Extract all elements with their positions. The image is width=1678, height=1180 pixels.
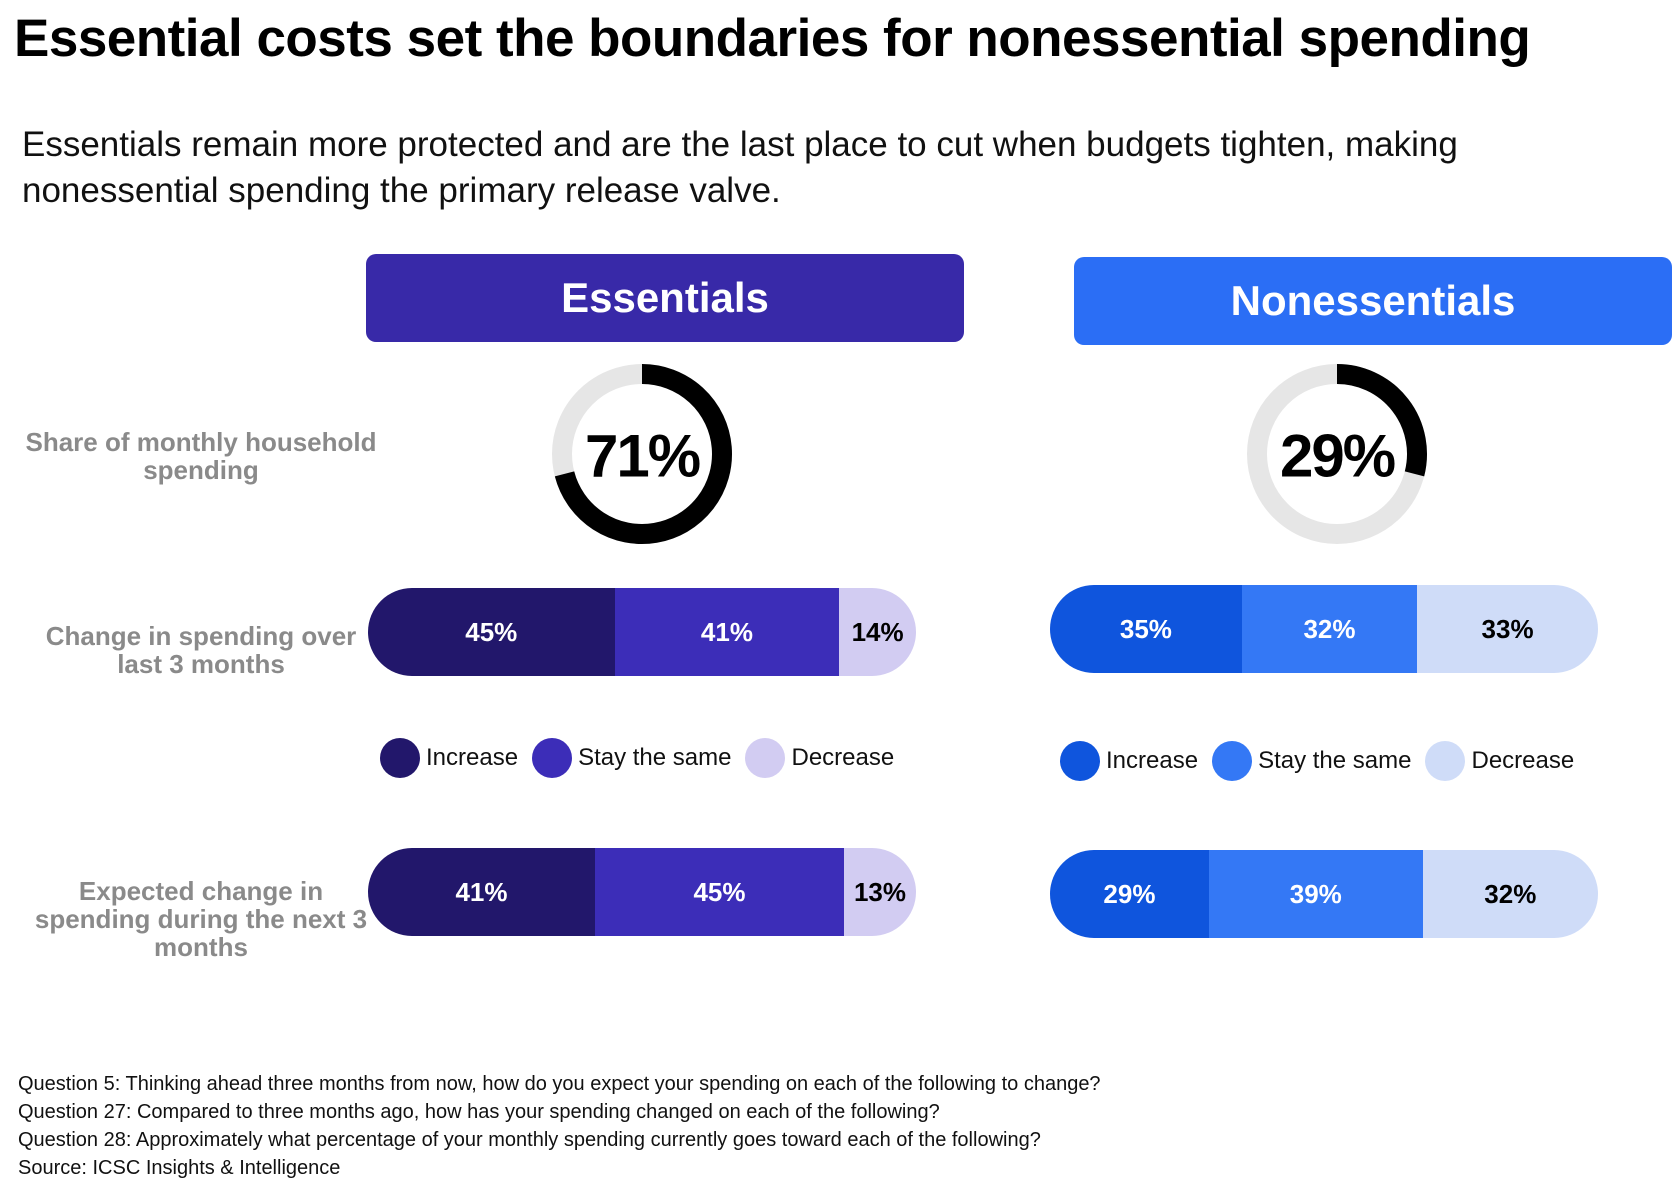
page-title: Essential costs set the boundaries for n… <box>14 9 1531 68</box>
row-label-next-3-months: Expected change in spending during the n… <box>34 876 368 962</box>
bar-segment-stay-the-same: 32% <box>1241 585 1418 673</box>
essentials-legend: Increase Stay the same Decrease <box>380 738 908 778</box>
nonessentials-last-3-months-bar: 35% 32% 33% <box>1050 585 1598 673</box>
legend-swatch <box>380 738 420 778</box>
legend-swatch <box>1060 741 1100 781</box>
bar-segment-increase: 29% <box>1050 850 1209 938</box>
donut-value-label: 71% <box>585 423 700 490</box>
footnote-line: Question 28: Approximately what percenta… <box>18 1129 1041 1151</box>
bar-segment-stay-the-same: 45% <box>594 848 845 936</box>
legend-item-stay-the-same: Stay the same <box>532 738 731 778</box>
row-label-share: Share of monthly household spending <box>25 427 377 485</box>
legend-item-decrease: Decrease <box>745 738 894 778</box>
legend-swatch <box>1425 741 1466 781</box>
legend-swatch <box>532 738 573 778</box>
legend-label: Increase <box>426 744 519 771</box>
bar-segment-stay-the-same: 41% <box>614 588 840 676</box>
footnotes: Question 5: Thinking ahead three months … <box>18 1070 1101 1180</box>
legend-item-increase: Increase <box>1060 741 1198 781</box>
legend-label: Increase <box>1106 747 1199 774</box>
bar-segment-decrease: 32% <box>1422 850 1598 938</box>
essentials-share-donut: 71% <box>552 364 732 544</box>
donut-value-label: 29% <box>1280 423 1395 490</box>
bar-segment-decrease: 13% <box>844 848 916 936</box>
legend-swatch <box>1212 741 1253 781</box>
bar-segment-increase: 41% <box>368 848 595 936</box>
footnote-line: Question 27: Compared to three months ag… <box>18 1101 940 1123</box>
legend-item-increase: Increase <box>380 738 518 778</box>
legend-label: Stay the same <box>1258 747 1412 774</box>
nonessentials-next-3-months-bar: 29% 39% 32% <box>1050 850 1598 938</box>
footnote-line: Source: ICSC Insights & Intelligence <box>18 1157 341 1179</box>
essentials-header: Essentials <box>366 254 964 342</box>
page-subtitle: Essentials remain more protected and are… <box>22 125 1458 210</box>
row-label-last-3-months: Change in spending over last 3 months <box>45 621 357 679</box>
bar-segment-increase: 45% <box>368 588 615 676</box>
legend-label: Stay the same <box>578 744 732 771</box>
donut-arc <box>554 364 732 544</box>
essentials-next-3-months-bar: 41% 45% 13% <box>368 848 916 936</box>
legend-item-stay-the-same: Stay the same <box>1212 741 1411 781</box>
legend-item-decrease: Decrease <box>1425 741 1574 781</box>
bar-segment-decrease: 33% <box>1417 585 1598 673</box>
bar-segment-stay-the-same: 39% <box>1208 850 1423 938</box>
bar-segment-decrease: 14% <box>839 588 916 676</box>
donut-arc <box>1336 364 1427 477</box>
legend-label: Decrease <box>791 744 895 771</box>
nonessentials-legend: Increase Stay the same Decrease <box>1060 741 1588 781</box>
nonessentials-share-donut: 29% <box>1247 364 1427 544</box>
legend-label: Decrease <box>1471 747 1575 774</box>
nonessentials-header: Nonessentials <box>1074 257 1672 345</box>
legend-swatch <box>745 738 786 778</box>
bar-segment-increase: 35% <box>1050 585 1242 673</box>
footnote-line: Question 5: Thinking ahead three months … <box>18 1073 1101 1095</box>
essentials-last-3-months-bar: 45% 41% 14% <box>368 588 916 676</box>
